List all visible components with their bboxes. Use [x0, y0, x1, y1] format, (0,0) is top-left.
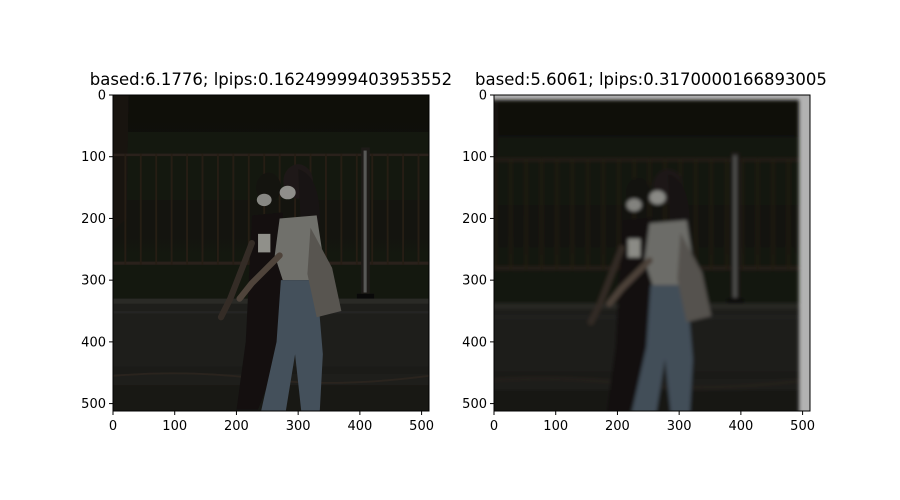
- title-left: based:6.1776; lpips:0.16249999403953552: [90, 70, 452, 89]
- y-tick-label: 100: [462, 150, 487, 165]
- y-ticks-left: 0 100 200 300 400 500: [81, 89, 113, 412]
- y-tick-label: 400: [81, 335, 106, 350]
- title-right: based:5.6061; lpips:0.3170000166893005: [475, 70, 827, 89]
- y-ticks-right: 0 100 200 300 400 500: [462, 89, 494, 412]
- axes-left: based:6.1776; lpips:0.16249999403953552 …: [81, 70, 452, 434]
- x-tick-label: 200: [224, 419, 249, 434]
- axes-frame-left: [112, 94, 430, 412]
- photo-right-blurred: [494, 95, 811, 412]
- y-tick-label: 0: [479, 89, 487, 104]
- x-tick-label: 100: [162, 419, 187, 434]
- x-tick-label: 0: [490, 419, 498, 434]
- x-ticks-left: 0 100 200 300 400 500: [109, 411, 434, 434]
- x-tick-label: 100: [543, 419, 568, 434]
- y-tick-label: 300: [462, 274, 487, 289]
- x-tick-label: 300: [667, 419, 692, 434]
- x-ticks-right: 0 100 200 300 400 500: [490, 411, 815, 434]
- y-tick-label: 100: [81, 150, 106, 165]
- y-tick-label: 500: [462, 397, 487, 412]
- y-tick-label: 500: [81, 397, 106, 412]
- y-tick-label: 300: [81, 274, 106, 289]
- x-tick-label: 300: [286, 419, 311, 434]
- y-tick-label: 200: [462, 212, 487, 227]
- x-tick-label: 0: [109, 419, 117, 434]
- x-tick-label: 200: [605, 419, 630, 434]
- y-tick-label: 0: [98, 89, 106, 104]
- axes-right: based:5.6061; lpips:0.3170000166893005 0…: [462, 70, 827, 434]
- axes-frame-right: [493, 94, 811, 412]
- x-tick-label: 500: [790, 419, 815, 434]
- photo-left-sharp: [113, 95, 430, 412]
- y-tick-label: 200: [81, 212, 106, 227]
- x-tick-label: 400: [728, 419, 753, 434]
- x-tick-label: 500: [409, 419, 434, 434]
- x-tick-label: 400: [347, 419, 372, 434]
- y-tick-label: 400: [462, 335, 487, 350]
